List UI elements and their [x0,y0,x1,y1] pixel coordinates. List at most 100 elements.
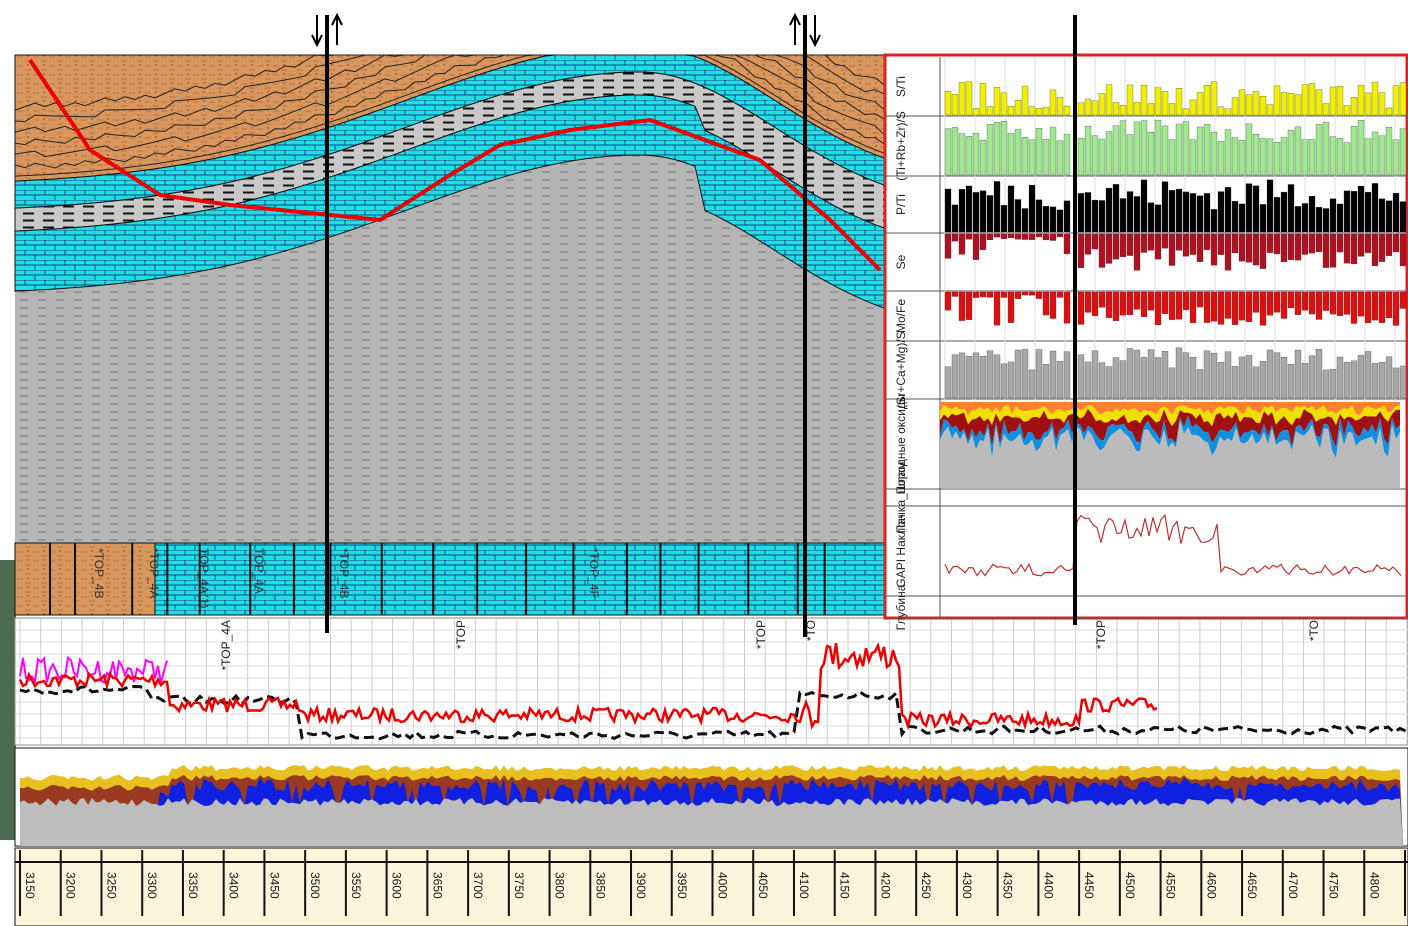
depth-label: 4050 [756,872,770,899]
inset-bar [1302,203,1308,232]
inset-bar [1169,190,1175,232]
inset-bar [1309,234,1315,253]
inset-bar [1050,127,1056,175]
inset-bar [1211,82,1217,115]
inset-bar [1267,180,1273,232]
inset-track-label: S/Ti [894,76,908,97]
inset-bar [1169,292,1175,320]
inset-bar [1169,234,1175,266]
inset-bar [1267,139,1273,175]
inset-bar [1295,350,1301,398]
inset-bar [1120,105,1126,115]
inset-bar [1036,128,1042,175]
inset-bar [966,356,972,398]
inset-bar [1113,102,1119,115]
inset-bar [1260,138,1266,175]
inset-bar [1225,187,1231,232]
inset-bar [1400,202,1406,232]
inset-bar [994,355,1000,398]
inset-bar [1225,292,1231,318]
inset-bar [1344,143,1350,175]
inset-bar [1386,357,1392,398]
inset-bar [1400,129,1406,175]
depth-label: 4450 [1082,872,1096,899]
inset-bar [1253,134,1259,175]
inset-bar [1036,200,1042,232]
inset-bar [1015,234,1021,239]
depth-label: 3200 [64,872,78,899]
inset-bar [1246,234,1252,262]
inset-bar [1246,184,1252,232]
inset-bar [1176,88,1182,115]
inset-bar [1106,234,1112,263]
inset-bar [1064,106,1070,115]
inset-bar [1127,85,1133,115]
inset-bar [1267,292,1273,315]
inset-bar [1120,198,1126,232]
inset-track-label: (Ti+Rb+Zr)/S [894,111,908,181]
depth-label: 3950 [675,872,689,899]
inset-bar [1379,136,1385,175]
inset-bar [1001,292,1007,297]
inset-bar [1008,362,1014,398]
inset-bar [1050,207,1056,232]
inset-bar [1106,292,1112,318]
depth-label: 4500 [1123,872,1137,899]
inset-bar [1204,85,1210,115]
inset-bar [1176,348,1182,398]
inset-bar [1372,363,1378,398]
inset-bar [1218,292,1224,324]
depth-label: 4300 [960,872,974,899]
log-label: *TOP [454,620,468,649]
inset-bar [1085,192,1091,232]
depth-label: 4700 [1286,872,1300,899]
inset-bar [1351,234,1357,264]
inset-bar [1092,292,1098,316]
inset-bar [1365,139,1371,175]
inset-bar [1400,292,1406,308]
inset-bar [959,189,965,232]
inset-bar [1134,350,1140,398]
inset-bar [959,353,965,398]
inset-bar [1001,121,1007,175]
inset-bar [1358,120,1364,175]
inset-bar [1379,234,1385,262]
inset-bar [1162,351,1168,398]
inset-bar [1092,351,1098,398]
inset-bar [1288,364,1294,398]
inset-bar [1085,126,1091,175]
inset-bar [1022,137,1028,175]
inset-bar [1239,357,1245,398]
inset-bar [1036,350,1042,398]
depth-label: 4750 [1327,872,1341,899]
inset-bar [1106,85,1112,115]
inset-bar [1197,292,1203,307]
inset-bar [1113,234,1119,259]
inset-bar [1323,103,1329,115]
inset-bar [1162,292,1168,314]
inset-bar [1155,292,1161,325]
inset-bar [1225,130,1231,175]
inset-bar [1092,200,1098,232]
log-label: *TOP_4A [219,620,233,670]
inset-bar [1043,139,1049,175]
inset-bar [1246,292,1252,322]
inset-bar [1274,292,1280,312]
inset-bar [1155,234,1161,259]
inset-bar [966,292,972,320]
inset-bar [1344,191,1350,232]
inset-bar [1211,353,1217,398]
inset-bar [1232,292,1238,325]
inset-bar [1057,210,1063,232]
inset-bar [1253,91,1259,115]
inset-bar [1190,357,1196,398]
depth-label: 3700 [471,872,485,899]
inset-bar [1400,83,1406,115]
inset-bar [1190,292,1196,323]
inset-bar [1204,351,1210,398]
inset-bar [1127,192,1133,232]
inset-bar [1400,234,1406,266]
inset-bar [1323,208,1329,232]
side-strip [0,560,16,840]
inset-bar [1316,349,1322,398]
